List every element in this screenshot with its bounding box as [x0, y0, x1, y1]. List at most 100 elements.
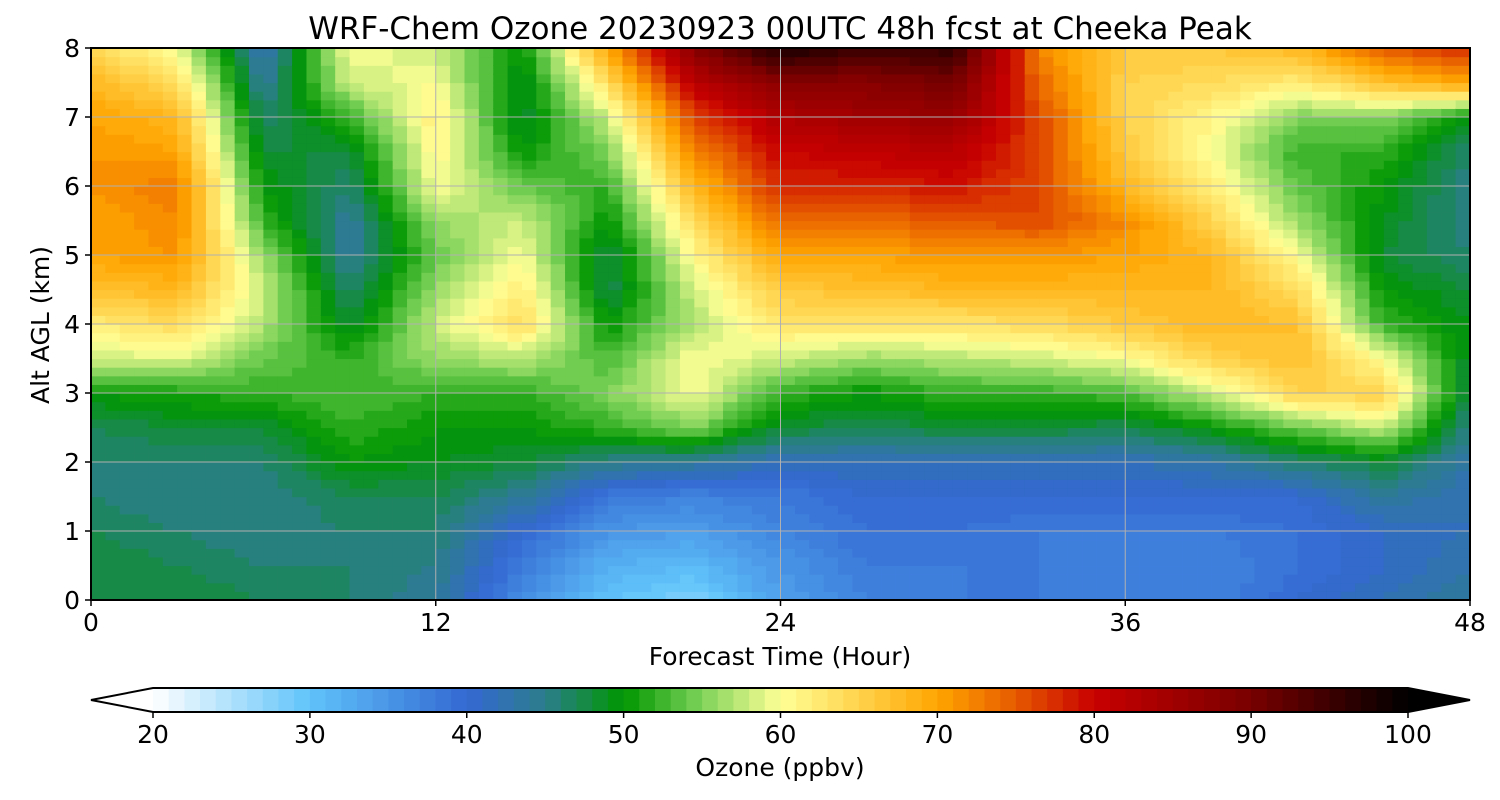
heatmap-cell — [952, 99, 968, 109]
heatmap-cell — [1082, 574, 1098, 584]
heatmap-cell — [91, 479, 106, 489]
heatmap-cell — [363, 358, 379, 368]
heatmap-cell — [737, 306, 753, 316]
heatmap-cell — [392, 444, 408, 454]
heatmap-cell — [809, 194, 825, 204]
heatmap-cell — [521, 427, 537, 437]
heatmap-cell — [608, 272, 624, 282]
heatmap-cell — [967, 263, 983, 273]
heatmap-cell — [550, 177, 566, 187]
heatmap-cell — [852, 358, 868, 368]
heatmap-cell — [909, 65, 925, 75]
heatmap-cell — [565, 160, 580, 170]
heatmap-cell — [895, 151, 911, 161]
heatmap-cell — [794, 418, 810, 429]
heatmap-cell — [134, 505, 150, 515]
heatmap-cell — [909, 263, 925, 273]
heatmap-cell — [665, 255, 681, 265]
heatmap-cell — [967, 384, 983, 394]
heatmap-cell — [363, 349, 379, 360]
heatmap-cell — [493, 418, 509, 429]
heatmap-cell — [234, 436, 250, 446]
heatmap-cell — [1096, 324, 1112, 334]
heatmap-cell — [507, 125, 523, 135]
heatmap-cell — [924, 582, 940, 592]
heatmap-cell — [277, 315, 293, 325]
heatmap-cell — [392, 272, 408, 282]
heatmap-cell — [665, 289, 681, 299]
heatmap-cell — [1039, 565, 1055, 575]
heatmap-cell — [579, 82, 595, 92]
heatmap-cell — [1024, 358, 1040, 368]
heatmap-cell — [306, 591, 322, 600]
heatmap-cell — [881, 203, 897, 213]
heatmap-cell — [995, 427, 1011, 437]
heatmap-cell — [866, 56, 882, 66]
heatmap-cell — [909, 479, 925, 489]
heatmap-cell — [105, 263, 121, 273]
heatmap-cell — [737, 591, 753, 600]
heatmap-cell — [608, 306, 624, 316]
heatmap-cell — [1211, 574, 1227, 584]
heatmap-cell — [249, 418, 264, 429]
heatmap-cell — [335, 591, 351, 600]
heatmap-cell — [895, 410, 911, 420]
heatmap-cell — [435, 263, 451, 273]
heatmap-cell — [766, 220, 782, 230]
heatmap-cell — [234, 556, 250, 567]
heatmap-cell — [119, 384, 135, 394]
heatmap-cell — [967, 556, 983, 567]
heatmap-cell — [148, 91, 164, 101]
heatmap-cell — [91, 531, 106, 541]
heatmap-cell — [579, 444, 595, 454]
heatmap-cell — [363, 505, 379, 515]
heatmap-cell — [823, 565, 839, 575]
heatmap-cell — [1197, 358, 1213, 368]
heatmap-cell — [177, 177, 193, 187]
heatmap-cell — [177, 367, 193, 377]
heatmap-cell — [378, 168, 394, 178]
heatmap-cell — [1067, 280, 1083, 291]
heatmap-cell — [924, 255, 940, 265]
heatmap-cell — [407, 125, 422, 135]
heatmap-cell — [550, 160, 566, 170]
heatmap-cell — [349, 444, 365, 454]
heatmap-cell — [521, 246, 537, 256]
heatmap-cell — [579, 324, 595, 334]
heatmap-cell — [708, 298, 724, 308]
heatmap-cell — [349, 280, 365, 291]
heatmap-cell — [162, 462, 178, 472]
heatmap-cell — [1139, 358, 1155, 368]
heatmap-cell — [881, 142, 897, 153]
heatmap-cell — [866, 194, 882, 204]
heatmap-cell — [737, 117, 753, 127]
heatmap-cell — [708, 177, 724, 187]
heatmap-cell — [665, 73, 681, 84]
heatmap-cell — [751, 513, 767, 523]
heatmap-cell — [1082, 349, 1098, 360]
heatmap-cell — [995, 91, 1011, 101]
heatmap-cell — [593, 91, 609, 101]
heatmap-cell — [1096, 280, 1112, 291]
heatmap-cell — [134, 341, 150, 351]
heatmap-cell — [924, 263, 940, 273]
heatmap-cell — [852, 211, 868, 222]
heatmap-cell — [622, 142, 638, 153]
heatmap-cell — [694, 246, 710, 256]
heatmap-cell — [1168, 548, 1184, 558]
heatmap-cell — [1039, 280, 1055, 291]
heatmap-cell — [766, 73, 782, 84]
heatmap-cell — [263, 332, 279, 342]
heatmap-cell — [536, 194, 552, 204]
heatmap-cell — [1053, 324, 1069, 334]
heatmap-cell — [521, 375, 537, 385]
heatmap-cell — [565, 272, 580, 282]
heatmap-cell — [306, 168, 322, 178]
heatmap-cell — [478, 487, 494, 498]
heatmap-cell — [766, 99, 782, 109]
heatmap-cell — [708, 531, 724, 541]
heatmap-cell — [407, 255, 422, 265]
heatmap-cell — [593, 332, 609, 342]
heatmap-cell — [220, 306, 236, 316]
heatmap-cell — [608, 539, 624, 549]
